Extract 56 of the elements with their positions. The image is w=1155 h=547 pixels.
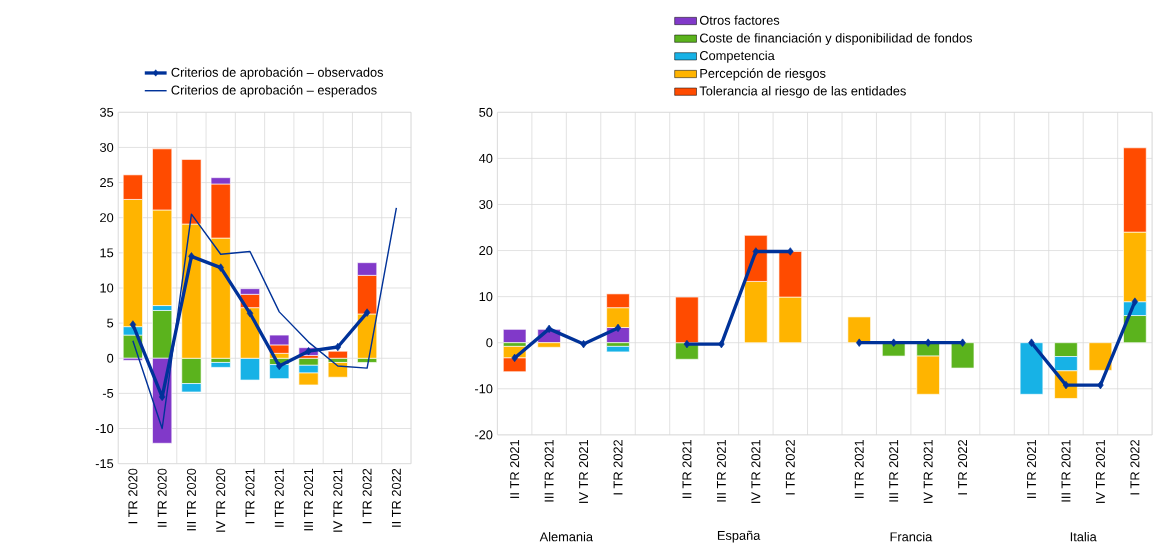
y-tick-label: 30: [99, 143, 114, 153]
x-tick-label: I TR 2022: [362, 468, 372, 524]
legend-label: Percepción de riesgos: [700, 68, 826, 81]
y-tick-label: 25: [100, 178, 114, 188]
y-tick-label: -5: [102, 389, 114, 398]
x-tick-label: I TR 2022: [785, 440, 795, 495]
x-tick-label: I TR 2021: [245, 468, 255, 524]
legend-label: Competencia: [699, 50, 775, 63]
text: Alemania: [539, 532, 594, 542]
text: España: [717, 530, 761, 543]
x-tick-label: IV TR 2021: [579, 440, 589, 504]
y-tick-label: 10: [479, 292, 493, 302]
legend-label: Coste de financiación y disponibilidad de fondos: [699, 33, 973, 46]
x-tick-label: II TR 2021: [1026, 440, 1037, 499]
x-tick-label: IV TR 2021: [1095, 440, 1105, 504]
x-tick-label: I TR 2020: [128, 468, 138, 524]
legend-label: Otros factores: [699, 15, 780, 25]
y-tick-label: 0: [107, 353, 114, 363]
x-tick-label: I TR 2022: [1130, 440, 1140, 495]
x-tick-label: IV TR 2021: [923, 440, 933, 504]
x-tick-label: I TR 2022: [613, 440, 623, 495]
x-tick-label: II TR 2021: [682, 440, 692, 499]
y-tick-label: 0: [486, 338, 493, 348]
y-tick-label: 35: [99, 107, 114, 117]
x-tick-label: II TR 2021: [510, 440, 520, 499]
legend-label: Criterios de aprobación – observados: [171, 67, 384, 80]
x-tick-label: II TR 2021: [854, 440, 864, 499]
x-tick-label: III TR 2021: [1061, 440, 1071, 502]
text: Francia: [890, 532, 933, 542]
y-tick-label: 40: [478, 153, 493, 164]
x-tick-label: IV TR 2021: [333, 468, 343, 532]
legend-label: Tolerancia al riesgo de las entidades: [699, 86, 906, 99]
x-tick-label: III TR 2021: [304, 468, 314, 531]
x-tick-label: III TR 2021: [889, 440, 899, 502]
y-tick-label: 20: [479, 246, 493, 256]
text: Italia: [1070, 532, 1097, 542]
y-tick-label: -20: [474, 430, 493, 440]
x-tick-label: I TR 2022: [958, 440, 968, 495]
x-tick-label: III TR 2020: [186, 468, 196, 531]
x-tick-label: IV TR 2020: [216, 468, 226, 532]
y-tick-label: -10: [95, 424, 114, 434]
x-tick-label: IV TR 2021: [751, 440, 761, 504]
y-tick-label: -15: [95, 459, 114, 469]
x-tick-label: II TR 2022: [391, 468, 401, 527]
y-tick-label: 20: [100, 213, 114, 223]
x-tick-label: III TR 2021: [716, 440, 726, 502]
y-tick-label: -10: [474, 384, 493, 394]
y-tick-label: 10: [100, 283, 114, 293]
y-tick-label: 30: [479, 200, 493, 210]
x-tick-label: II TR 2021: [274, 468, 284, 527]
y-tick-label: 15: [100, 248, 114, 258]
y-tick-label: 5: [107, 318, 114, 328]
y-tick-label: 50: [479, 107, 493, 117]
x-tick-label: II TR 2020: [157, 468, 167, 527]
legend-label: Criterios de aprobación – esperados: [171, 85, 377, 98]
x-tick-label: III TR 2021: [544, 440, 554, 502]
